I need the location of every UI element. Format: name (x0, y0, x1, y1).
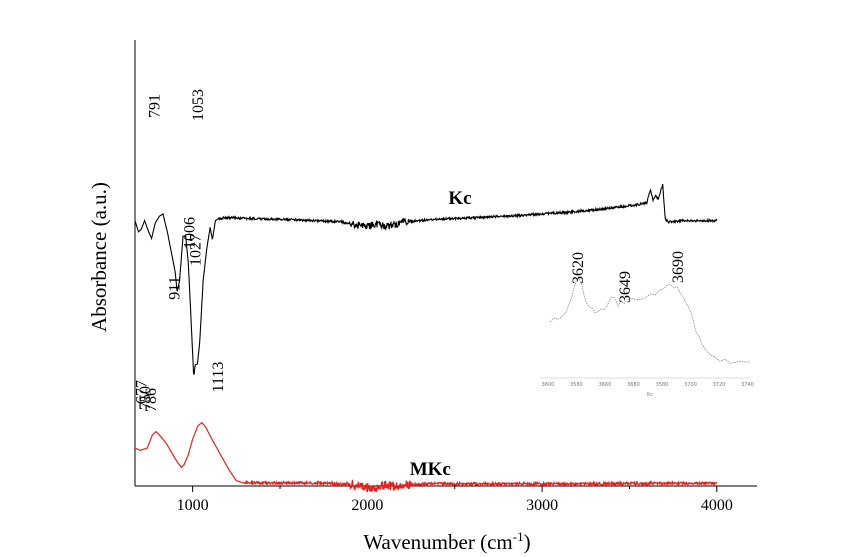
peak-label-677: 677 (133, 380, 150, 404)
inset-peak-label-3690: 3690 (670, 251, 687, 283)
plot-axes: 1000 2000 3000 4000 (134, 40, 757, 514)
x-axis-title-main: Wavenumber (cm (363, 530, 512, 554)
inset-tick-label-6: 3720 (713, 382, 726, 388)
inset-tick-label-5: 3700 (684, 382, 697, 388)
peak-label-1027: 1027 (188, 234, 205, 266)
x-axis-title: Wavenumber (cm-1) (363, 529, 530, 554)
inset-tick-label-0: 3600 (542, 382, 555, 388)
inset-peak-label-3649: 3649 (617, 271, 634, 303)
x-axis-title-sup: -1 (513, 529, 524, 544)
series-mkc-line (134, 421, 718, 493)
inset-kc-line (549, 276, 751, 364)
series-layer: MKc Kc (134, 183, 718, 493)
inset-axis-label: Kc (647, 392, 653, 398)
inset-tick-label-1: 3580 (570, 382, 583, 388)
x-tick-label-1000: 1000 (177, 497, 209, 514)
inset: 3600 3580 3660 3680 3580 3700 3720 3740 Kc 3620 36… (540, 251, 754, 398)
x-tick-label-3000: 3000 (526, 497, 558, 514)
peak-label-1053: 1053 (190, 89, 207, 121)
x-tick-label-4000: 4000 (701, 497, 733, 514)
series-label-mkc: MKc (410, 459, 451, 480)
inset-peak-label-3620: 3620 (570, 252, 587, 284)
inset-tick-label-4: 3580 (656, 382, 669, 388)
inset-tick-label-7: 3740 (741, 382, 754, 388)
y-axis-title: Absorbance (a.u.) (87, 182, 111, 332)
x-tick-label-2000: 2000 (351, 497, 383, 514)
peak-label-1006: 1006 (181, 217, 198, 249)
series-kc-line (134, 183, 718, 375)
x-axis-title-close: ) (524, 530, 531, 554)
peak-label-791: 791 (146, 94, 163, 118)
series-label-kc: Kc (448, 188, 471, 209)
inset-tick-label-3: 3680 (627, 382, 640, 388)
inset-tick-label-2: 3660 (599, 382, 612, 388)
peak-label-750: 750 (137, 386, 154, 410)
peak-label-786: 786 (143, 388, 160, 412)
peak-label-1113: 1113 (210, 362, 227, 393)
peak-label-911: 911 (167, 276, 184, 299)
